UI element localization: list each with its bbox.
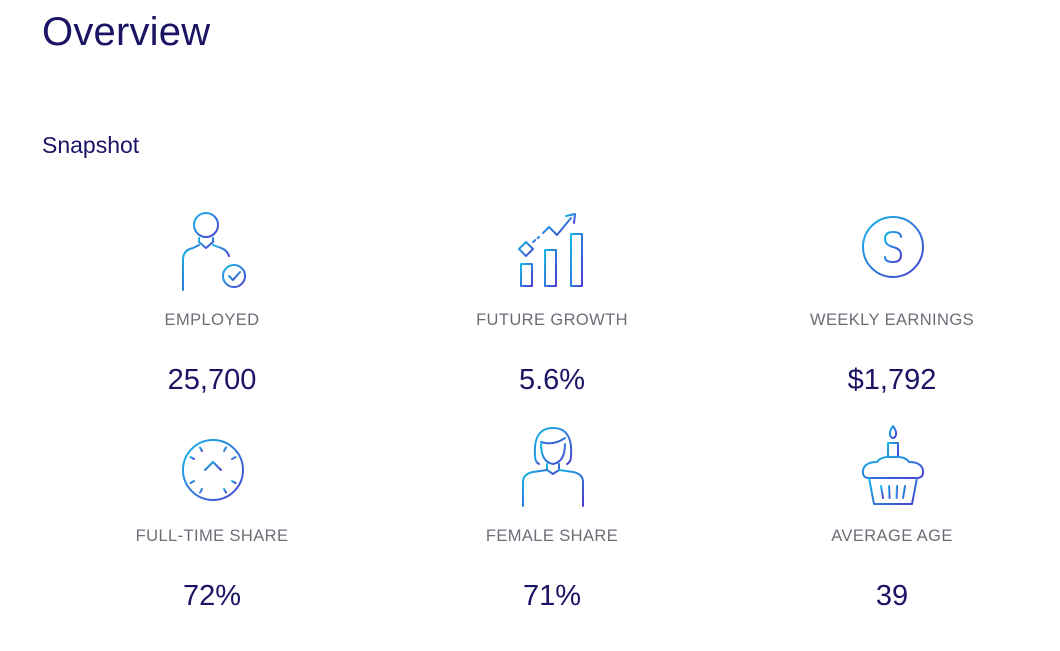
stat-label: WEEKLY EARNINGS	[809, 311, 974, 329]
stat-female-share: FEMALE SHARE 71%	[382, 416, 722, 632]
stat-label: AVERAGE AGE	[831, 527, 953, 545]
stat-label: FUTURE GROWTH	[476, 311, 628, 329]
stat-value: 39	[875, 580, 909, 612]
stat-employed: EMPLOYED 25,700	[42, 200, 382, 416]
stat-label: EMPLOYED	[164, 311, 260, 329]
woman-icon	[517, 424, 589, 507]
stat-future-growth: FUTURE GROWTH 5.6%	[382, 200, 722, 416]
stat-label: FEMALE SHARE	[485, 527, 619, 545]
stat-value: $1,792	[847, 364, 937, 396]
stat-average-age: AVERAGE AGE 39	[722, 416, 1060, 632]
page-title: Overview	[42, 10, 211, 54]
clock-icon	[177, 424, 249, 506]
section-title-snapshot: Snapshot	[42, 132, 140, 158]
stat-value: 72%	[182, 580, 242, 612]
snapshot-stats-grid: EMPLOYED 25,700 FUTURE GROWTH 5.6%	[42, 200, 1060, 632]
stat-value: 71%	[522, 580, 582, 612]
stat-value: 5.6%	[518, 364, 586, 396]
employed-person-icon	[177, 208, 249, 291]
dollar-coin-icon	[857, 208, 929, 290]
stat-full-time-share: FULL-TIME SHARE 72%	[42, 416, 382, 632]
birthday-cupcake-icon	[857, 424, 929, 506]
stat-value: 25,700	[167, 364, 257, 396]
stat-label: FULL-TIME SHARE	[135, 527, 289, 545]
growth-chart-icon	[517, 208, 589, 290]
stat-weekly-earnings: WEEKLY EARNINGS $1,792	[722, 200, 1060, 416]
